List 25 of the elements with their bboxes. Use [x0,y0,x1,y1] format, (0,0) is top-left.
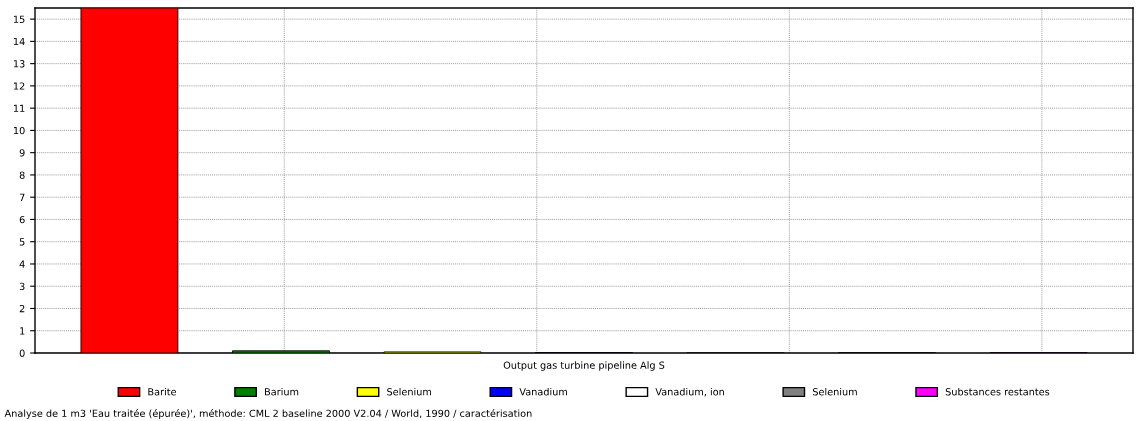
y-tick-label: 0 [19,349,25,357]
y-tick-label: 14 [13,37,25,46]
text: Analyse de 1 m3 'Eau traitée (épurée)', méthode: CML 2 baseline 2000 V2.04 / World, 1990 / caractérisation [4,409,532,419]
y-tick-label: 10 [13,126,25,135]
y-tick-label: 3 [19,282,25,291]
y-tick-label: 15 [13,15,25,23]
legend-label: Selenium [812,387,857,396]
y-tick-label: 6 [19,215,25,224]
x-tick-label: Output gas turbine pipeline Alg S [503,361,665,371]
y-tick-label: 5 [19,238,25,246]
y-tick-label: 8 [19,171,25,179]
y-tick-label: 2 [19,304,25,313]
y-tick-label: 12 [13,82,25,90]
y-tick-label: 9 [19,149,25,157]
y-tick-label: 1 [20,327,25,335]
legend-label: Barium [265,387,299,396]
legend-label: Vanadium [519,387,567,396]
legend-label: Substances restantes [945,387,1050,396]
y-tick-label: 4 [19,260,25,268]
legend-label: Selenium [387,387,432,396]
legend-label: Barite [148,387,177,396]
legend-label: Vanadium, ion [655,387,724,397]
y-tick-label: 7 [19,193,25,201]
y-tick-label: 11 [13,104,25,112]
y-tick-label: 13 [13,60,25,68]
